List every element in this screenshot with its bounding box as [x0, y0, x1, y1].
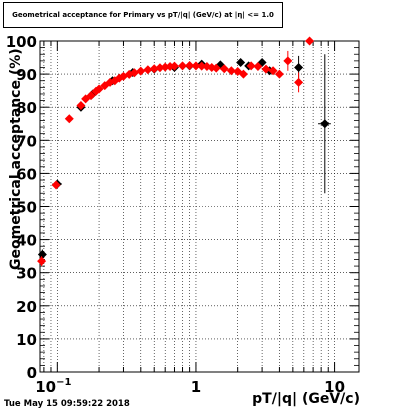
y-tick-label: 70 [16, 132, 37, 150]
chart-title: Geometrical acceptance for Primary vs pT… [12, 11, 274, 19]
y-tick-label: 0 [27, 364, 37, 382]
data-point [178, 61, 188, 71]
data-point [294, 77, 304, 87]
data-point [129, 68, 139, 78]
data-point [261, 64, 271, 74]
data-point [51, 180, 61, 190]
data-point [191, 61, 201, 71]
data-point [226, 66, 236, 76]
data-point [305, 36, 315, 46]
data-point [94, 84, 104, 94]
x-axis-label: pT/|q| (GeV/c) [252, 391, 360, 407]
y-tick-label: 100 [6, 33, 37, 51]
tick-labels: 0 10 20 30 40 50 60 70 80 90 100 10−1 1 10 [6, 33, 345, 396]
data-point [274, 69, 284, 79]
y-tick-label: 80 [16, 99, 37, 117]
y-axis-label: Geometrical acceptance (%) [8, 48, 24, 270]
x-tick-label: 10 [324, 378, 345, 396]
data-point [253, 61, 263, 71]
data-points [37, 36, 331, 267]
data-point [197, 61, 207, 71]
timestamp-footer: Tue May 15 09:59:22 2018 [4, 399, 130, 409]
x-tick-label: 1 [191, 378, 201, 396]
data-point [268, 66, 278, 76]
title-box: Geometrical acceptance for Primary vs pT… [3, 2, 283, 28]
y-tick-label: 50 [16, 199, 37, 217]
grid [40, 41, 359, 372]
data-point [155, 63, 165, 73]
x-tick-label: 10−1 [35, 377, 71, 396]
y-tick-label: 20 [16, 298, 37, 316]
data-point [143, 65, 153, 75]
data-point [136, 66, 146, 76]
data-point [211, 63, 221, 73]
data-point [86, 91, 96, 101]
data-point [37, 249, 47, 259]
y-tick-label: 10 [16, 331, 37, 349]
data-point [238, 69, 248, 79]
y-tick-label: 90 [16, 66, 37, 84]
data-point [76, 101, 86, 111]
data-point [236, 58, 246, 68]
data-point [149, 64, 159, 74]
y-tick-label: 40 [16, 232, 37, 250]
data-point [320, 119, 330, 129]
data-point [219, 64, 229, 74]
data-point [246, 61, 256, 71]
data-point [64, 114, 74, 124]
y-tick-label: 60 [16, 165, 37, 183]
data-point [283, 56, 293, 66]
data-point [169, 61, 179, 71]
data-point [37, 256, 47, 266]
data-point [294, 62, 304, 72]
data-point [185, 60, 195, 70]
y-tick-label: 30 [16, 265, 37, 283]
